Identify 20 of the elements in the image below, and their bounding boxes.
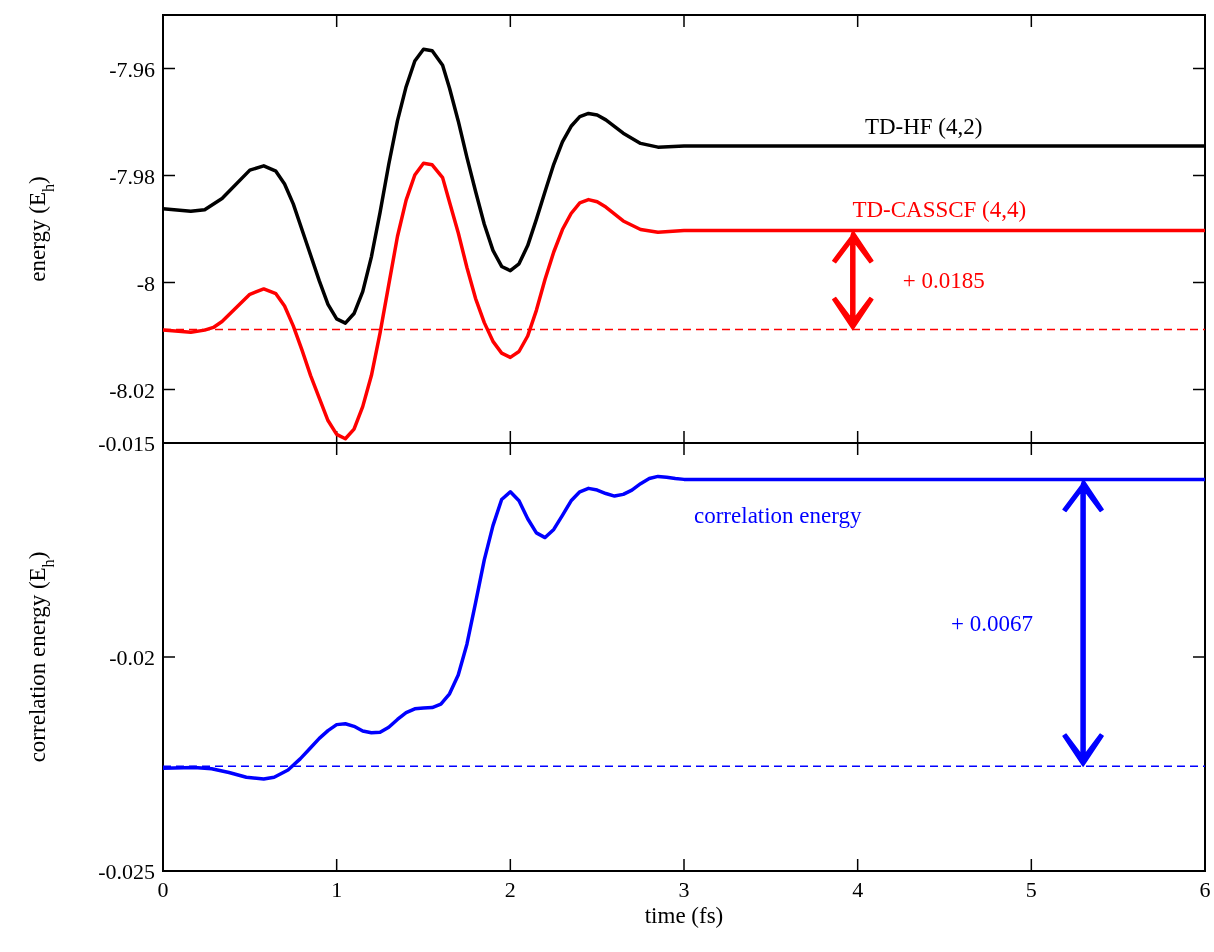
x-tick-label: 3	[678, 877, 690, 902]
y-tick-label: -8	[136, 270, 155, 296]
x-tick-label: 6	[1199, 877, 1211, 902]
y-tick-label: -0.02	[109, 645, 155, 670]
annotation: + 0.0067	[951, 610, 1034, 636]
x-tick-label: 5	[1025, 877, 1037, 902]
y-tick-label: -0.025	[98, 859, 155, 884]
x-tick-label: 4	[852, 877, 864, 902]
y-tick-label: -0.015	[98, 431, 155, 456]
x-tick-label: 1	[331, 877, 343, 902]
annotation: + 0.0185	[902, 268, 985, 294]
x-axis-title: time (fs)	[644, 903, 724, 928]
y-tick-label: -8.02	[109, 377, 155, 403]
y-tick-label: -7.98	[109, 163, 155, 189]
series-label: correlation energy	[694, 503, 863, 529]
x-tick-label: 2	[504, 877, 516, 902]
series-label: TD-CASSCF (4,4)	[852, 196, 1027, 222]
x-tick-label: 0	[157, 877, 169, 902]
series-label: TD-HF (4,2)	[864, 114, 983, 140]
y-tick-label: -7.96	[109, 56, 155, 82]
